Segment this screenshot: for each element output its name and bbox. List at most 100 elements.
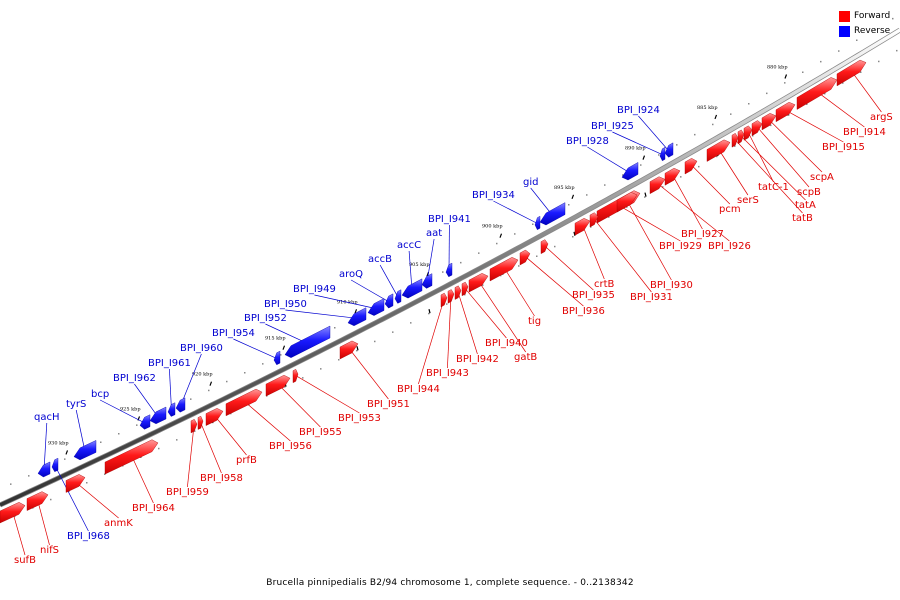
gene-label-bpi-i944[interactable]: BPI_I944 [397, 384, 440, 395]
gene-bpi-i941[interactable] [445, 262, 453, 278]
gene-bpi-i926[interactable] [649, 176, 666, 195]
gene-label-qach[interactable]: qacH [34, 412, 60, 423]
gene-prfb[interactable] [205, 408, 224, 426]
gene-label-bpi-i935[interactable]: BPI_I935 [572, 290, 615, 301]
gene-bpi-i954[interactable] [273, 350, 281, 366]
gene-label-scpa[interactable]: scpA [810, 172, 834, 183]
gene-label-aroq[interactable]: aroQ [339, 269, 363, 280]
gene-scpa[interactable] [761, 113, 777, 131]
gene-tig[interactable] [489, 257, 519, 282]
gene-label-bpi-i931[interactable]: BPI_I931 [630, 292, 673, 303]
gene-bpi-i940[interactable] [461, 281, 469, 297]
gene-bpi-i953[interactable] [292, 369, 299, 384]
gene-bpi-i934[interactable] [534, 215, 541, 230]
gene-bpi-i961[interactable] [167, 402, 176, 417]
gene-nifs[interactable] [26, 491, 49, 511]
gene-accc[interactable] [401, 278, 423, 299]
gene-label-bpi-i955[interactable]: BPI_I955 [299, 427, 342, 438]
gene-label-bpi-i930[interactable]: BPI_I930 [650, 280, 693, 291]
gene-label-accb[interactable]: accB [368, 254, 392, 265]
gene-label-tatc-1[interactable]: tatC-1 [758, 182, 789, 193]
gene-label-bpi-i958[interactable]: BPI_I958 [200, 473, 243, 484]
gene-label-anmk[interactable]: anmK [104, 518, 133, 529]
gene-label-bpi-i964[interactable]: BPI_I964 [132, 503, 175, 514]
gene-bpi-i960[interactable] [175, 397, 186, 413]
gene-bpi-i955[interactable] [265, 374, 291, 397]
gene-label-bpi-i952[interactable]: BPI_I952 [244, 313, 287, 324]
gene-label-bpi-i940[interactable]: BPI_I940 [485, 338, 528, 349]
gene-bpi-i962[interactable] [149, 406, 167, 425]
gene-label-sers[interactable]: serS [737, 195, 759, 206]
gene-label-bpi-i961[interactable]: BPI_I961 [148, 358, 191, 369]
gene-label-bpi-i943[interactable]: BPI_I943 [426, 368, 469, 379]
gene-tata[interactable] [737, 129, 745, 145]
gene-bpi-i936[interactable] [519, 249, 531, 266]
gene-label-scpb[interactable]: scpB [797, 187, 821, 198]
gene-label-bpi-i960[interactable]: BPI_I960 [180, 343, 223, 354]
gene-bpi-i914[interactable] [796, 77, 838, 110]
gene-label-aat[interactable]: aat [426, 228, 442, 239]
gene-tatc-1[interactable] [743, 125, 753, 141]
gene-bpi-i944[interactable] [440, 292, 448, 308]
gene-crtb[interactable] [574, 218, 591, 236]
gene-label-bpi-i915[interactable]: BPI_I915 [822, 142, 865, 153]
gene-bpi-i924[interactable] [664, 142, 674, 158]
gene-bpi-i935[interactable] [540, 239, 549, 255]
gene-bpi-i959[interactable] [190, 419, 198, 434]
gene-label-nifs[interactable]: nifS [40, 545, 59, 556]
gene-label-gatb[interactable]: gatB [514, 352, 537, 363]
gene-label-bpi-i942[interactable]: BPI_I942 [456, 354, 499, 365]
gene-label-bpi-i925[interactable]: BPI_I925 [591, 121, 634, 132]
gene-label-gid[interactable]: gid [523, 177, 538, 188]
gene-label-tyrs[interactable]: tyrS [66, 399, 86, 410]
gene-sufb[interactable] [0, 502, 26, 524]
gene-label-pcm[interactable]: pcm [719, 204, 741, 215]
gene-label-prfb[interactable]: prfB [236, 455, 257, 466]
gene-bpi-i915[interactable] [775, 101, 796, 123]
gene-bpi-i928[interactable] [621, 162, 639, 181]
gene-bpi-i930[interactable] [616, 192, 638, 213]
gene-label-bpi-i929[interactable]: BPI_I929 [659, 241, 702, 252]
gene-label-bpi-i934[interactable]: BPI_I934 [472, 190, 515, 201]
gene-tyrs[interactable] [73, 440, 97, 461]
gene-aroq[interactable] [384, 293, 394, 309]
gene-bpi-i956[interactable] [225, 388, 263, 417]
gene-scpb[interactable] [751, 120, 763, 137]
gene-label-bcp[interactable]: bcp [91, 389, 109, 400]
gene-bcp[interactable] [139, 414, 151, 430]
gene-bpi-i952[interactable] [284, 325, 331, 358]
gene-args[interactable] [836, 59, 867, 87]
gene-bpi-i964[interactable] [104, 439, 159, 475]
gene-label-bpi-i924[interactable]: BPI_I924 [617, 105, 660, 116]
gene-bpi-i931[interactable] [589, 212, 599, 228]
gene-bpi-i943[interactable] [447, 289, 455, 304]
gene-bpi-i968[interactable] [51, 457, 59, 472]
gene-sers[interactable] [706, 139, 731, 162]
gene-pcm[interactable] [684, 158, 698, 175]
gene-label-bpi-i914[interactable]: BPI_I914 [843, 127, 886, 138]
gene-label-bpi-i928[interactable]: BPI_I928 [566, 136, 609, 147]
gene-label-accc[interactable]: accC [397, 240, 421, 251]
gene-label-bpi-i950[interactable]: BPI_I950 [264, 299, 307, 310]
gene-label-bpi-i968[interactable]: BPI_I968 [67, 531, 110, 542]
gene-bpi-i958[interactable] [197, 415, 204, 430]
gene-label-bpi-i936[interactable]: BPI_I936 [562, 306, 605, 317]
gene-tatb[interactable] [731, 133, 739, 148]
gene-anmk[interactable] [65, 474, 86, 493]
gene-bpi-i925[interactable] [659, 146, 666, 162]
gene-label-crtb[interactable]: crtB [594, 279, 615, 290]
gene-bpi-i949[interactable] [367, 298, 385, 316]
gene-bpi-i942[interactable] [454, 285, 462, 300]
gene-label-bpi-i956[interactable]: BPI_I956 [269, 441, 312, 452]
gene-label-args[interactable]: argS [870, 112, 893, 123]
gene-accb[interactable] [394, 289, 402, 304]
gene-label-bpi-i949[interactable]: BPI_I949 [293, 284, 336, 295]
gene-label-tig[interactable]: tig [528, 316, 541, 327]
gene-label-bpi-i959[interactable]: BPI_I959 [166, 487, 209, 498]
gene-label-bpi-i941[interactable]: BPI_I941 [428, 214, 471, 225]
gene-label-bpi-i954[interactable]: BPI_I954 [212, 328, 255, 339]
gene-label-tatb[interactable]: tatB [792, 213, 813, 224]
gene-gid[interactable] [539, 202, 566, 226]
gene-label-bpi-i926[interactable]: BPI_I926 [708, 241, 751, 252]
gene-bpi-i951[interactable] [339, 340, 359, 360]
